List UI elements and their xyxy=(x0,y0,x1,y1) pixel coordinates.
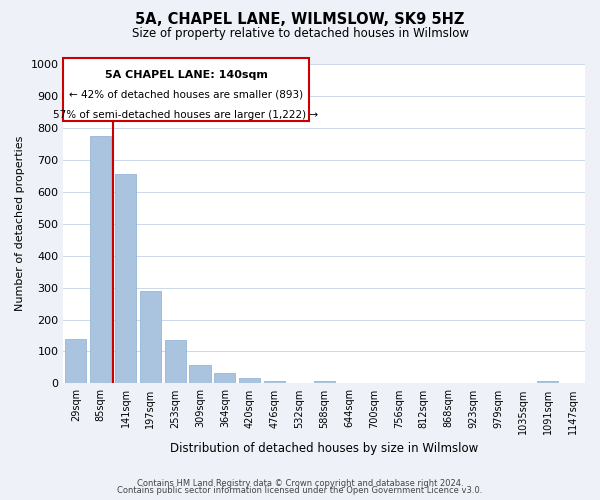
Bar xyxy=(264,381,285,384)
Bar xyxy=(164,340,186,384)
Bar xyxy=(190,365,211,384)
Text: 57% of semi-detached houses are larger (1,222) →: 57% of semi-detached houses are larger (… xyxy=(53,110,319,120)
Bar xyxy=(90,136,111,384)
Bar xyxy=(115,174,136,384)
Y-axis label: Number of detached properties: Number of detached properties xyxy=(15,136,25,312)
Bar xyxy=(214,373,235,384)
X-axis label: Distribution of detached houses by size in Wilmslow: Distribution of detached houses by size … xyxy=(170,442,478,455)
Bar xyxy=(140,291,161,384)
Bar xyxy=(65,338,86,384)
Bar xyxy=(314,381,335,384)
Bar xyxy=(537,381,558,384)
Text: 5A, CHAPEL LANE, WILMSLOW, SK9 5HZ: 5A, CHAPEL LANE, WILMSLOW, SK9 5HZ xyxy=(136,12,464,28)
FancyBboxPatch shape xyxy=(64,58,308,122)
Text: Contains public sector information licensed under the Open Government Licence v3: Contains public sector information licen… xyxy=(118,486,482,495)
Text: Size of property relative to detached houses in Wilmslow: Size of property relative to detached ho… xyxy=(131,28,469,40)
Bar xyxy=(239,378,260,384)
Text: 5A CHAPEL LANE: 140sqm: 5A CHAPEL LANE: 140sqm xyxy=(104,70,268,81)
Text: Contains HM Land Registry data © Crown copyright and database right 2024.: Contains HM Land Registry data © Crown c… xyxy=(137,478,463,488)
Text: ← 42% of detached houses are smaller (893): ← 42% of detached houses are smaller (89… xyxy=(69,90,303,100)
